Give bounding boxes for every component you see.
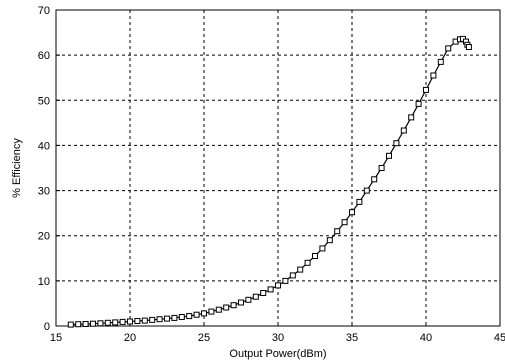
data-point [164, 315, 170, 322]
data-point [415, 100, 422, 107]
data-point [408, 114, 415, 121]
data-point [393, 140, 400, 147]
data-point [356, 198, 363, 205]
y-tick-label: 40 [38, 140, 50, 152]
data-point [260, 290, 267, 296]
data-point [223, 304, 230, 311]
x-tick-label: 45 [494, 332, 505, 344]
data-point [97, 320, 104, 327]
data-point [275, 282, 281, 289]
data-point [430, 72, 437, 79]
data-point [193, 311, 200, 318]
data-point [423, 86, 429, 93]
data-point [156, 316, 163, 323]
data-point [465, 44, 472, 50]
data-point [75, 321, 82, 328]
data-point [326, 237, 333, 244]
data-point [127, 318, 133, 325]
x-tick-label: 30 [272, 332, 284, 344]
data-point [171, 314, 178, 321]
data-point [141, 317, 148, 324]
data-point [186, 313, 193, 320]
y-axis-label: % Efficiency [11, 138, 23, 198]
data-point [349, 209, 355, 216]
axis-ticks: 15 20 25 30 35 40 45 0 10 20 30 40 50 60 70 [38, 5, 505, 344]
data-point [400, 127, 407, 134]
data-point [371, 176, 378, 183]
data-point [112, 319, 119, 326]
data-point [90, 320, 96, 327]
data-point [238, 299, 244, 306]
data-point [104, 319, 111, 326]
x-tick-label: 35 [346, 332, 358, 344]
y-tick-label: 0 [44, 321, 50, 333]
data-point [341, 219, 348, 226]
x-axis-label: Output Power(dBm) [229, 348, 326, 360]
grid-lines [56, 10, 500, 326]
plot-frame [55, 9, 501, 327]
series-line [70, 38, 470, 326]
x-tick-label: 15 [50, 332, 62, 344]
y-tick-label: 30 [38, 186, 50, 198]
data-point [230, 302, 237, 309]
data-point [178, 314, 185, 320]
data-point [282, 277, 289, 284]
data-point [297, 266, 304, 273]
data-point [252, 293, 259, 300]
data-point [312, 253, 318, 259]
y-tick-label: 50 [38, 95, 50, 107]
data-point [267, 286, 274, 293]
data-point [245, 296, 252, 303]
data-point [134, 318, 141, 324]
y-tick-label: 60 [38, 50, 50, 62]
data-point [319, 245, 326, 252]
y-tick-label: 20 [38, 231, 50, 243]
x-tick-label: 20 [124, 332, 136, 344]
x-tick-label: 40 [420, 332, 432, 344]
series-markers [67, 35, 472, 328]
data-point [67, 321, 74, 328]
data-point [82, 321, 89, 327]
data-point [215, 306, 222, 313]
data-point [149, 316, 156, 323]
data-point [378, 165, 385, 171]
data-point [437, 58, 444, 65]
data-point [304, 259, 311, 266]
data-point [119, 318, 126, 325]
data-point [363, 187, 370, 194]
x-tick-label: 25 [198, 332, 210, 344]
y-tick-label: 70 [38, 5, 50, 17]
y-tick-label: 10 [38, 276, 50, 288]
data-point [386, 152, 392, 159]
data-point [289, 272, 296, 279]
data-point [201, 310, 207, 317]
data-point [445, 45, 452, 52]
data-point [334, 228, 341, 235]
data-point [208, 308, 215, 315]
